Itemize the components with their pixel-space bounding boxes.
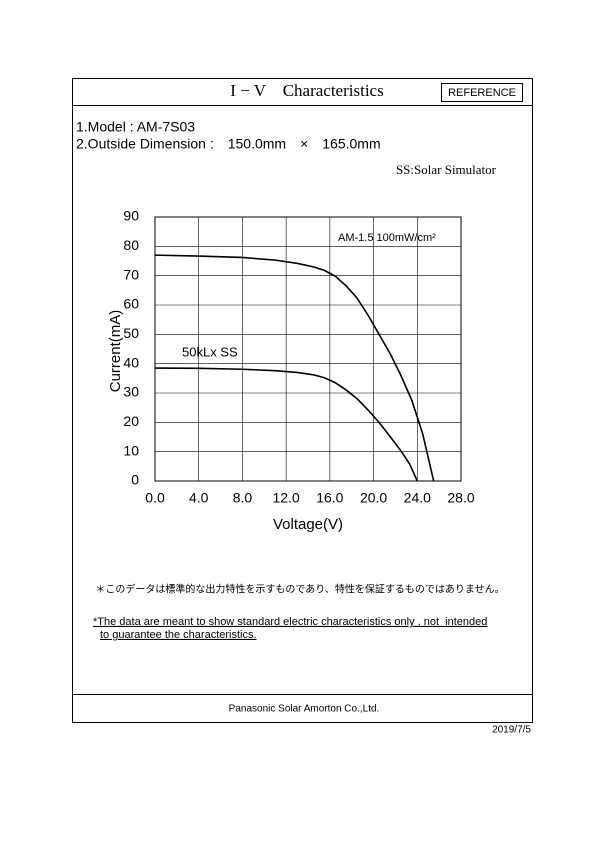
- x-axis-label: Voltage(V): [273, 516, 343, 533]
- y-tick-label: 90: [123, 208, 139, 224]
- title: I − V Characteristics: [230, 81, 383, 100]
- curve: [154, 367, 419, 482]
- note-english: to guarantee the characteristics.: [100, 629, 257, 641]
- y-tick-label: 0: [131, 472, 139, 488]
- y-tick-label: 40: [123, 354, 139, 370]
- x-tick-label: 4.0: [189, 490, 209, 506]
- plot-frame: [154, 216, 462, 482]
- curve: [154, 254, 435, 482]
- model: 1.Model : AM-7S03: [76, 119, 195, 135]
- y-tick-label: 50: [123, 325, 139, 341]
- x-tick-label: 16.0: [316, 490, 343, 506]
- y-tick-label: 70: [123, 266, 139, 282]
- x-tick-label: 28.0: [447, 490, 474, 506]
- x-tick-label: 0.0: [145, 490, 165, 506]
- annotation: AM-1.5 100mW/cm²: [338, 232, 436, 244]
- x-tick-label: 12.0: [273, 490, 300, 506]
- condition: SS:Solar Simulator: [396, 162, 497, 177]
- series-label: 50kLx SS: [182, 345, 238, 360]
- y-tick-label: 10: [123, 442, 139, 458]
- note-japanese: ＊このデータは標準的な出力特性を示すものであり、特性を保証するものではありません…: [95, 582, 504, 595]
- note-english: *The data are meant to show standard ele…: [93, 616, 487, 628]
- date: 2019/7/5: [492, 725, 531, 736]
- badge: REFERENCE: [448, 87, 516, 99]
- dimension: 2.Outside Dimension : 150.0mm × 165.0mm: [76, 136, 381, 152]
- badge-box: [441, 83, 523, 102]
- chart: 0 10 20 30 40 50 60 70 80 90 0.0 4.0 8.0 12.0 16.0 20.0…: [107, 208, 475, 533]
- x-tick-label: 20.0: [360, 490, 387, 506]
- y-tick-label: 20: [123, 413, 139, 429]
- x-tick-label: 24.0: [404, 490, 431, 506]
- y-tick-label: 60: [123, 296, 139, 312]
- y-tick-label: 30: [123, 384, 139, 400]
- page-frame: [72, 78, 533, 723]
- y-tick-label: 80: [123, 237, 139, 253]
- x-tick-label: 8.0: [233, 490, 253, 506]
- company: Panasonic Solar Amorton Co.,Ltd.: [229, 704, 380, 715]
- y-axis-label: Current(mA): [107, 310, 124, 393]
